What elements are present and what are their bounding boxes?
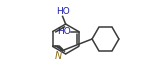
Text: HO: HO — [57, 27, 71, 36]
Text: N: N — [55, 51, 62, 61]
Text: HO: HO — [56, 7, 70, 16]
